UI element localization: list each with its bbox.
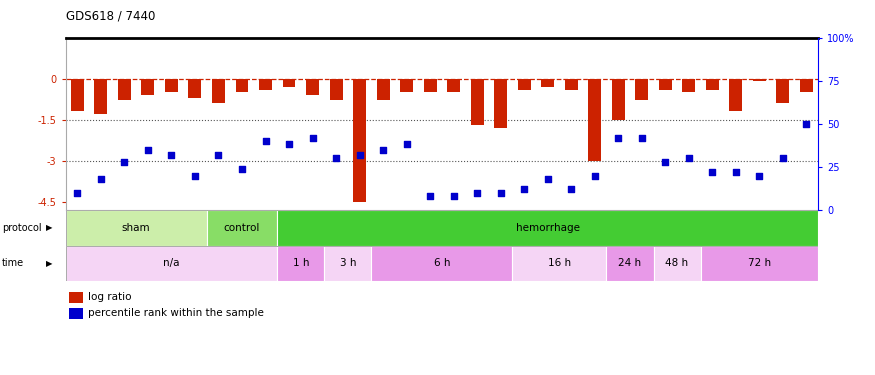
- Bar: [513, 246, 606, 281]
- Bar: [800, 79, 813, 92]
- Text: protocol: protocol: [2, 223, 41, 233]
- Text: hemorrhage: hemorrhage: [515, 223, 580, 233]
- Bar: [606, 246, 654, 281]
- Point: [564, 186, 578, 192]
- Point: [353, 152, 367, 158]
- Point: [752, 172, 766, 178]
- Point: [212, 152, 226, 158]
- Bar: [542, 79, 554, 87]
- Point: [776, 155, 790, 161]
- Bar: [371, 246, 513, 281]
- Point: [70, 190, 84, 196]
- Point: [141, 147, 155, 153]
- Bar: [330, 79, 342, 101]
- Bar: [118, 79, 131, 101]
- Point: [729, 169, 743, 175]
- Point: [658, 159, 672, 165]
- Bar: [188, 79, 201, 98]
- Text: n/a: n/a: [164, 258, 179, 268]
- Bar: [659, 79, 672, 90]
- Point: [94, 176, 108, 182]
- Point: [235, 166, 249, 172]
- Point: [188, 172, 202, 178]
- Text: control: control: [224, 223, 260, 233]
- Text: sham: sham: [122, 223, 150, 233]
- Bar: [325, 246, 371, 281]
- Point: [376, 147, 390, 153]
- Text: GDS618 / 7440: GDS618 / 7440: [66, 9, 155, 22]
- Point: [305, 135, 319, 141]
- Bar: [752, 79, 766, 81]
- Bar: [66, 210, 206, 246]
- Bar: [306, 79, 319, 95]
- Text: 24 h: 24 h: [619, 258, 641, 268]
- Text: 16 h: 16 h: [548, 258, 571, 268]
- Bar: [635, 79, 648, 101]
- Text: 6 h: 6 h: [434, 258, 450, 268]
- Point: [400, 141, 414, 147]
- Text: 1 h: 1 h: [292, 258, 309, 268]
- Bar: [424, 79, 437, 92]
- Point: [493, 190, 507, 196]
- Bar: [235, 79, 248, 92]
- Bar: [277, 246, 325, 281]
- Bar: [69, 292, 82, 303]
- Bar: [706, 79, 718, 90]
- Bar: [277, 210, 818, 246]
- Point: [682, 155, 696, 161]
- Point: [612, 135, 626, 141]
- Text: 72 h: 72 h: [748, 258, 771, 268]
- Bar: [212, 79, 225, 103]
- Bar: [564, 79, 578, 90]
- Bar: [283, 79, 296, 87]
- Point: [470, 190, 484, 196]
- Bar: [447, 79, 460, 92]
- Bar: [494, 79, 507, 128]
- Bar: [142, 79, 154, 95]
- Bar: [701, 246, 818, 281]
- Point: [117, 159, 131, 165]
- Bar: [94, 79, 108, 114]
- Bar: [165, 79, 178, 92]
- Text: 3 h: 3 h: [340, 258, 356, 268]
- Point: [329, 155, 343, 161]
- Point: [258, 138, 272, 144]
- Point: [588, 172, 602, 178]
- Text: percentile rank within the sample: percentile rank within the sample: [88, 308, 264, 318]
- Bar: [259, 79, 272, 90]
- Bar: [730, 79, 742, 111]
- Bar: [71, 79, 84, 111]
- Bar: [354, 79, 366, 202]
- Point: [517, 186, 531, 192]
- Bar: [206, 210, 277, 246]
- Text: 48 h: 48 h: [666, 258, 689, 268]
- Point: [705, 169, 719, 175]
- Point: [541, 176, 555, 182]
- Point: [424, 193, 438, 199]
- Bar: [400, 79, 413, 92]
- Point: [282, 141, 296, 147]
- Bar: [69, 308, 82, 319]
- Point: [800, 121, 814, 127]
- Bar: [776, 79, 789, 103]
- Text: ▶: ▶: [46, 259, 52, 268]
- Text: ▶: ▶: [46, 224, 52, 232]
- Text: time: time: [2, 258, 24, 268]
- Bar: [588, 79, 601, 161]
- Point: [634, 135, 648, 141]
- Bar: [376, 79, 389, 101]
- Bar: [66, 246, 277, 281]
- Bar: [471, 79, 484, 125]
- Bar: [654, 246, 701, 281]
- Text: log ratio: log ratio: [88, 292, 132, 302]
- Bar: [682, 79, 696, 92]
- Bar: [518, 79, 530, 90]
- Point: [446, 193, 460, 199]
- Bar: [612, 79, 625, 120]
- Point: [164, 152, 178, 158]
